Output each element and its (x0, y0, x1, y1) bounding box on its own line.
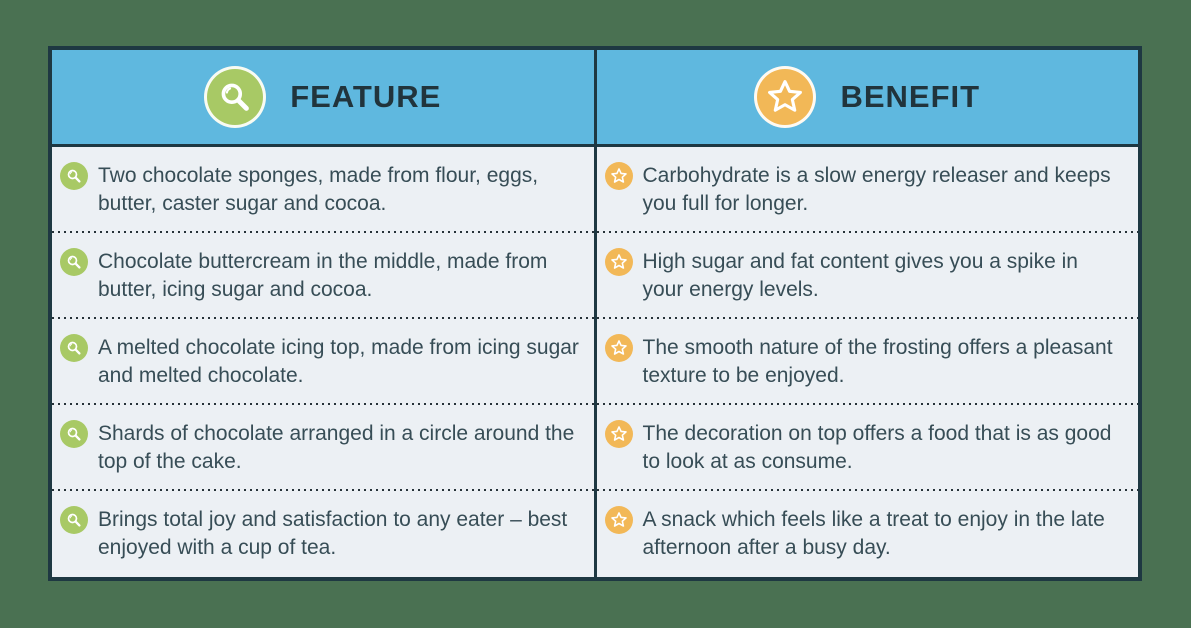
feature-cell-text: Chocolate buttercream in the middle, mad… (98, 250, 548, 301)
magnifier-icon (60, 334, 88, 362)
feature-cell-text: Shards of chocolate arranged in a circle… (98, 422, 575, 473)
magnifier-icon (60, 420, 88, 448)
magnifier-icon (204, 66, 267, 128)
table-cell-feature-2: Chocolate buttercream in the middle, mad… (52, 233, 594, 319)
benefit-cell-text: The decoration on top offers a food that… (642, 422, 1112, 473)
table-cell-feature-5: Brings total joy and satisfaction to any… (52, 491, 594, 577)
magnifier-icon (60, 506, 88, 534)
table-cell-benefit-2: High sugar and fat content gives you a s… (596, 233, 1139, 319)
benefit-header: BENEFIT (596, 50, 1138, 147)
benefit-cell-text: The smooth nature of the frosting offers… (642, 336, 1113, 387)
star-icon (604, 162, 633, 190)
magnifier-icon (60, 162, 88, 190)
star-icon (754, 66, 817, 128)
table-cell-feature-3: A melted chocolate icing top, made from … (52, 319, 594, 405)
benefit-cell-text: High sugar and fat content gives you a s… (642, 250, 1078, 301)
feature-cell-text: Two chocolate sponges, made from flour, … (98, 164, 539, 215)
feature-column: FEATURE Two chocolate sponges, made from… (52, 50, 594, 577)
table-cell-benefit-3: The smooth nature of the frosting offers… (596, 319, 1139, 405)
table-cell-benefit-5: A snack which feels like a treat to enjo… (597, 491, 1139, 577)
star-icon (604, 334, 633, 362)
feature-benefit-table: FEATURE Two chocolate sponges, made from… (48, 46, 1142, 581)
table-cell-benefit-4: The decoration on top offers a food that… (596, 405, 1139, 491)
feature-header: FEATURE (52, 50, 594, 147)
table-cell-feature-4: Shards of chocolate arranged in a circle… (52, 405, 594, 491)
star-icon (604, 420, 633, 448)
table-cell-feature-1: Two chocolate sponges, made from flour, … (52, 147, 594, 233)
table-cell-benefit-1: Carbohydrate is a slow energy releaser a… (596, 147, 1139, 233)
feature-header-title: FEATURE (290, 79, 442, 114)
benefit-cell-text: A snack which feels like a treat to enjo… (642, 508, 1105, 559)
star-icon (604, 506, 633, 534)
benefit-column: BENEFIT Carbohydrate is a slow energy re… (593, 50, 1139, 577)
magnifier-icon (60, 248, 88, 276)
feature-cell-text: Brings total joy and satisfaction to any… (98, 508, 568, 559)
feature-cell-text: A melted chocolate icing top, made from … (98, 336, 579, 387)
benefit-cell-text: Carbohydrate is a slow energy releaser a… (642, 164, 1111, 215)
star-icon (604, 248, 633, 276)
benefit-header-title: BENEFIT (840, 79, 981, 114)
